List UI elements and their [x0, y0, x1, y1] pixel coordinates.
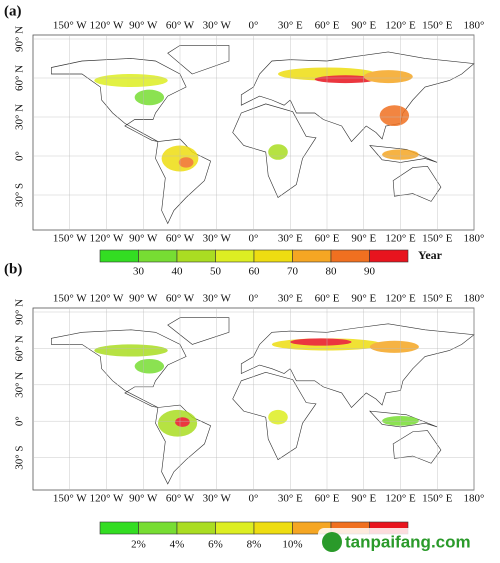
lon-label: 90° W: [129, 493, 158, 505]
lon-label: 0°: [249, 493, 259, 505]
lon-label: 180°: [464, 20, 485, 32]
lat-label: 60° N: [14, 335, 26, 361]
watermark-bg: [318, 528, 498, 556]
lon-label: 150° E: [422, 493, 453, 505]
lon-label: 120° E: [385, 20, 416, 32]
lon-label: 90° W: [129, 20, 158, 32]
lat-label: 30° N: [14, 372, 26, 398]
lon-label: 180°: [464, 493, 485, 505]
lat-label: 0°: [14, 151, 26, 161]
lon-label: 60° E: [315, 493, 340, 505]
lon-label: 150° E: [422, 20, 453, 32]
legend-label: 2%: [131, 539, 146, 551]
lon-label: 150° W: [53, 293, 87, 305]
legend-swatch: [215, 521, 255, 535]
legend-swatch: [330, 249, 370, 263]
lon-label: 60° E: [315, 233, 340, 245]
lat-label: 90° N: [14, 299, 26, 325]
lon-label: 90° W: [129, 233, 158, 245]
lon-label: 150° E: [422, 233, 453, 245]
legend-swatch: [138, 249, 178, 263]
lon-label: 120° W: [90, 233, 124, 245]
lon-label: 30° E: [278, 233, 303, 245]
lon-label: 30° E: [278, 20, 303, 32]
lon-label: 30° E: [278, 293, 303, 305]
legend-swatch: [292, 249, 332, 263]
lon-label: 120° W: [90, 293, 124, 305]
legend-label: 60: [249, 266, 261, 278]
lon-label: 60° E: [315, 20, 340, 32]
lon-label: 150° W: [53, 493, 87, 505]
legend-label: 40: [172, 266, 184, 278]
legend-label: 70: [287, 266, 299, 278]
legend-label: 50: [210, 266, 222, 278]
legend-swatch: [253, 521, 293, 535]
legend-swatch: [138, 521, 178, 535]
lon-label: 120° W: [90, 493, 124, 505]
legend-swatch: [215, 249, 255, 263]
lon-label: 0°: [249, 293, 259, 305]
lon-label: 0°: [249, 233, 259, 245]
lon-label: 30° W: [203, 233, 232, 245]
lon-label: 150° W: [53, 233, 87, 245]
legend-label: 30: [133, 266, 145, 278]
lon-label: 90° E: [351, 233, 376, 245]
lat-label: 60° N: [14, 65, 26, 91]
lat-label: 0°: [14, 416, 26, 426]
watermark: tanpaifang.com: [345, 532, 471, 551]
lon-label: 180°: [464, 233, 485, 245]
lat-label: 30° S: [14, 445, 26, 469]
lon-label: 90° E: [351, 493, 376, 505]
legend-swatch: [99, 249, 139, 263]
lon-label: 30° W: [203, 493, 232, 505]
lon-label: 30° E: [278, 493, 303, 505]
legend-label: 4%: [170, 539, 185, 551]
legend-label: 6%: [208, 539, 223, 551]
legend-swatch: [369, 249, 409, 263]
legend-label: 90: [364, 266, 376, 278]
lon-label: 150° E: [422, 293, 453, 305]
lon-label: 120° E: [385, 493, 416, 505]
lon-label: 120° E: [385, 293, 416, 305]
legend-swatch: [99, 521, 139, 535]
lon-label: 90° E: [351, 20, 376, 32]
lon-label: 0°: [249, 20, 259, 32]
lon-label: 60° W: [166, 20, 195, 32]
panel-label: (b): [4, 261, 22, 277]
lon-label: 60° W: [166, 293, 195, 305]
lat-label: 30° S: [14, 183, 26, 207]
legend-swatch: [253, 249, 293, 263]
lon-label: 150° W: [53, 20, 87, 32]
lon-label: 60° W: [166, 233, 195, 245]
lon-label: 120° W: [90, 20, 124, 32]
legend-label: 80: [326, 266, 338, 278]
watermark-logo: [322, 532, 342, 552]
legend-label: 10%: [282, 539, 302, 551]
lon-label: 60° E: [315, 293, 340, 305]
lon-label: 180°: [464, 293, 485, 305]
lon-label: 120° E: [385, 233, 416, 245]
legend-swatch: [176, 249, 216, 263]
lon-label: 60° W: [166, 493, 195, 505]
panel-label: (a): [4, 3, 22, 19]
lon-label: 90° E: [351, 293, 376, 305]
lat-label: 30° N: [14, 104, 26, 130]
lon-label: 30° W: [203, 293, 232, 305]
legend-unit: Year: [418, 248, 443, 262]
lon-label: 90° W: [129, 293, 158, 305]
lat-label: 90° N: [14, 26, 26, 52]
lon-label: 30° W: [203, 20, 232, 32]
legend-swatch: [176, 521, 216, 535]
legend-label: 8%: [247, 539, 262, 551]
